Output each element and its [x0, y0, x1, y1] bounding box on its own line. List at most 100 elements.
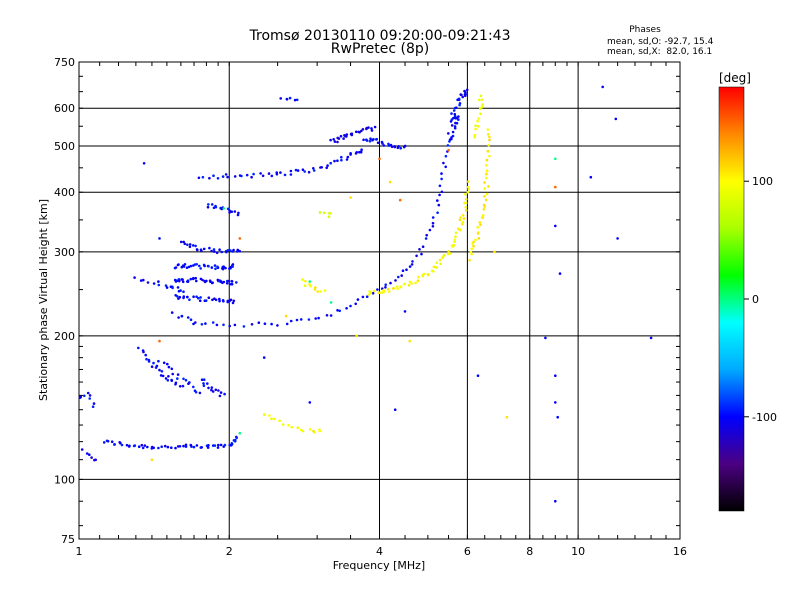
colorbar-tick-label-100: 100 — [752, 175, 773, 188]
data-point — [452, 243, 456, 247]
data-point — [198, 264, 201, 268]
data-point — [408, 265, 412, 268]
data-point — [195, 279, 198, 283]
data-point — [442, 161, 445, 165]
data-point — [147, 358, 151, 362]
data-point — [482, 203, 486, 207]
data-point — [369, 137, 372, 140]
x-tick-label-10: 10 — [571, 545, 585, 558]
data-point — [454, 231, 458, 235]
data-point — [434, 266, 438, 269]
data-point — [554, 185, 557, 189]
data-point — [414, 281, 417, 285]
data-point — [384, 286, 387, 289]
data-point — [416, 279, 420, 283]
data-point — [422, 272, 426, 276]
data-point — [188, 298, 191, 302]
data-point — [473, 135, 477, 139]
data-point — [420, 252, 423, 256]
data-point — [192, 264, 195, 267]
data-point — [486, 149, 490, 153]
data-point — [191, 244, 195, 247]
data-point — [236, 248, 240, 252]
data-point — [140, 443, 144, 447]
data-point — [333, 140, 337, 143]
data-point — [472, 240, 475, 244]
y-tick-label-200: 200 — [54, 330, 75, 343]
data-point — [137, 445, 141, 449]
data-point — [218, 394, 222, 398]
data-point — [312, 429, 315, 433]
data-point — [312, 167, 315, 170]
data-point — [336, 140, 339, 144]
data-point — [183, 242, 187, 246]
data-point — [200, 323, 204, 326]
data-point — [296, 426, 300, 430]
data-point — [488, 154, 491, 158]
data-point — [229, 249, 232, 252]
data-point — [218, 248, 221, 251]
data-point — [369, 291, 373, 295]
data-point — [189, 318, 193, 322]
data-point — [279, 171, 282, 174]
data-point — [210, 249, 213, 253]
data-point — [399, 146, 403, 150]
data-point — [477, 98, 481, 102]
data-point — [222, 323, 225, 327]
data-point — [178, 385, 182, 388]
data-point — [223, 392, 226, 396]
data-point — [152, 361, 155, 365]
data-point — [170, 311, 174, 314]
data-point — [139, 279, 143, 282]
data-point — [217, 443, 220, 447]
data-point — [79, 395, 83, 399]
data-point — [342, 137, 345, 140]
data-point — [295, 318, 299, 322]
data-point — [473, 133, 477, 137]
data-point — [142, 278, 145, 282]
data-point — [213, 264, 217, 267]
data-point — [181, 278, 184, 281]
data-point — [102, 441, 106, 444]
data-point — [482, 208, 486, 211]
data-point — [158, 368, 161, 372]
data-point — [455, 121, 459, 125]
data-point — [242, 325, 246, 328]
data-point — [207, 296, 211, 300]
data-point — [146, 281, 150, 284]
data-point — [589, 175, 593, 179]
data-point — [187, 382, 190, 386]
data-point — [283, 173, 287, 177]
data-point — [221, 265, 225, 269]
data-point — [329, 138, 332, 142]
data-point — [229, 298, 233, 302]
data-point — [464, 209, 468, 212]
data-point — [367, 126, 370, 129]
data-point — [349, 304, 352, 308]
data-point — [270, 174, 274, 178]
data-point — [349, 152, 352, 155]
data-point — [466, 185, 470, 189]
data-point — [389, 281, 392, 285]
data-point — [399, 285, 403, 288]
x-tick-label-4: 4 — [376, 545, 383, 558]
data-point — [141, 446, 145, 450]
data-point — [486, 128, 490, 131]
data-point — [212, 248, 216, 251]
data-point — [194, 276, 197, 280]
data-point — [221, 267, 225, 271]
data-point — [294, 168, 298, 172]
data-point — [350, 132, 354, 135]
data-point — [289, 173, 293, 176]
data-point — [371, 291, 375, 295]
data-point — [316, 290, 320, 293]
colorbar-tick-label--100: -100 — [752, 411, 777, 424]
data-point — [477, 237, 481, 240]
data-point — [308, 401, 312, 404]
data-point — [468, 259, 471, 262]
data-point — [188, 243, 192, 246]
data-point — [486, 133, 490, 136]
data-point — [447, 250, 450, 253]
data-point — [192, 322, 195, 326]
data-point — [485, 192, 489, 196]
